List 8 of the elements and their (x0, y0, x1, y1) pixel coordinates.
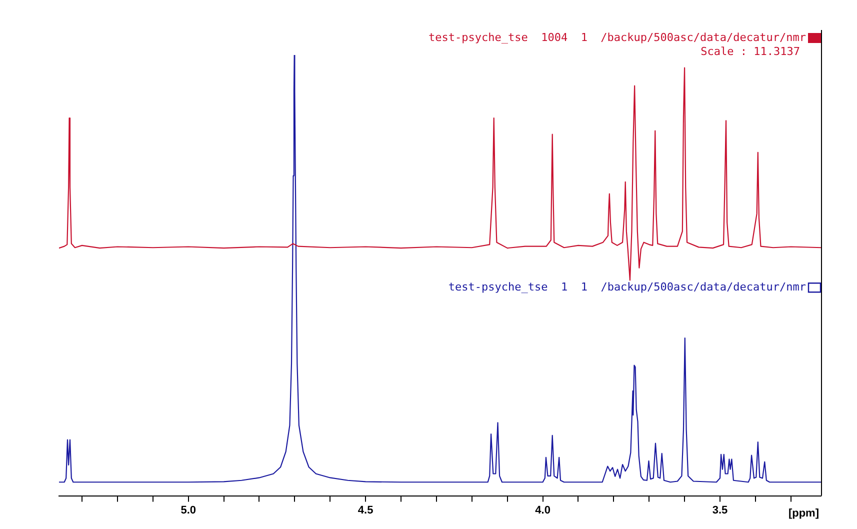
legend-label: test-psyche_tse 1004 1 /backup/500asc/data/decatur/nmr (428, 30, 806, 44)
x-tick-label: 3.5 (712, 504, 728, 516)
x-tick-label: 4.5 (358, 504, 374, 516)
annotation: Scale : 11.3137 (700, 44, 800, 58)
legend-label: test-psyche_tse 1 1 /backup/500asc/data/decatur/nmr (448, 280, 806, 294)
x-tick-label: 5.0 (180, 504, 196, 516)
x-axis-title: [ppm] (788, 507, 820, 520)
x-tick-label: 4.0 (535, 504, 550, 516)
